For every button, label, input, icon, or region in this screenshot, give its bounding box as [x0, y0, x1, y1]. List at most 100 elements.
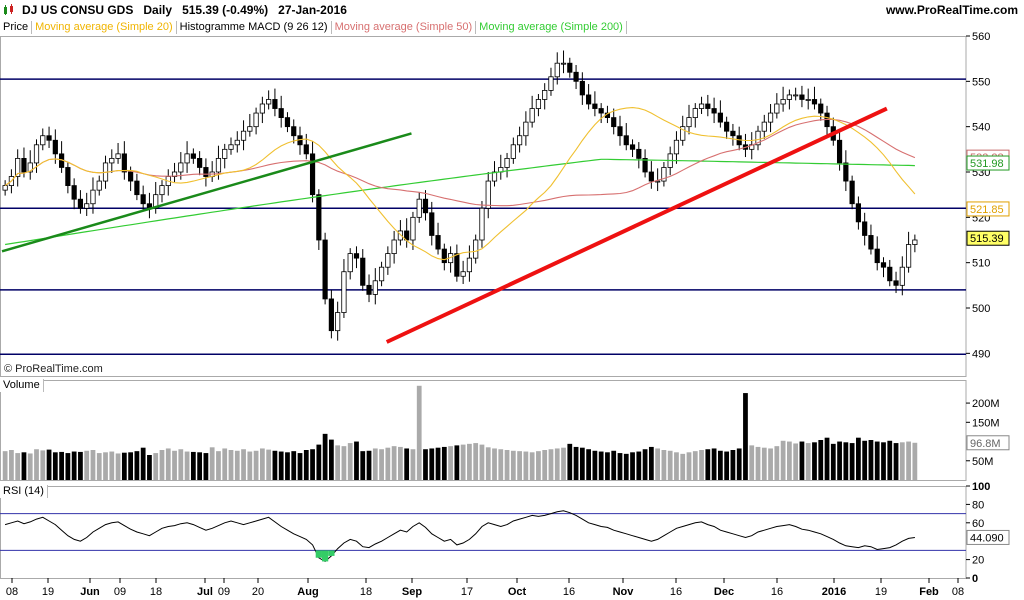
candle-body [592, 103, 598, 109]
volume-bar [912, 442, 918, 480]
legend-ma200[interactable]: Moving average (Simple 200) [476, 21, 627, 34]
volume-bar [542, 450, 548, 480]
x-tick-label: 2016 [822, 586, 846, 598]
volume-bar [711, 448, 717, 480]
volume-bar [454, 445, 460, 480]
candle-body [786, 94, 792, 100]
volume-bar [27, 453, 33, 480]
candle-body [159, 185, 165, 196]
candle-body [629, 144, 636, 150]
candle-body [711, 108, 717, 114]
ma200-line [5, 158, 915, 246]
volume-bar [159, 450, 165, 480]
volume-bar [642, 449, 648, 480]
candle-body [33, 144, 40, 164]
candle-body [780, 99, 786, 105]
volume-bar [347, 443, 353, 480]
volume-bar [134, 451, 140, 480]
candle-body [774, 103, 780, 114]
candle-body [134, 180, 140, 196]
candle-body [466, 257, 473, 273]
candle-body [234, 139, 240, 146]
volume-bar [147, 455, 152, 480]
candle-body [178, 162, 184, 173]
candle-body [517, 135, 523, 146]
volume-bar [9, 450, 14, 480]
candle-body [322, 239, 328, 300]
candle-body [2, 185, 8, 191]
candle-body [912, 239, 918, 245]
volume-bar [724, 451, 730, 480]
candle-body [767, 112, 774, 123]
candle-body [353, 253, 360, 259]
candle-body [385, 253, 391, 268]
rsi-tick-label: 0 [972, 573, 978, 585]
volume-bar [247, 451, 253, 480]
volume-bar [222, 448, 228, 480]
candle-body [222, 148, 228, 159]
candle-body [71, 185, 77, 200]
candle-body [316, 194, 322, 241]
volume-bar [467, 443, 472, 480]
candle-body [341, 271, 347, 313]
legend-macd[interactable]: Histogramme MACD (9 26 12) [177, 21, 332, 34]
volume-bar [655, 448, 661, 480]
volume-bar [799, 441, 805, 480]
price-tick-label: 560 [972, 31, 990, 43]
volume-bar [592, 450, 598, 480]
rsi-tick-label: 60 [972, 518, 984, 530]
rsi-line [4, 510, 915, 563]
volume-bar [2, 451, 8, 480]
candle-body [84, 203, 90, 209]
volume-bar [385, 447, 391, 480]
candle-body [642, 157, 648, 173]
candle-body [15, 157, 21, 177]
volume-bar [630, 452, 635, 480]
candle-body [391, 239, 397, 254]
volume-bar [21, 452, 27, 480]
candle-body [372, 280, 378, 295]
volume-bar [272, 450, 278, 480]
candle-body [899, 266, 905, 286]
candle-body [523, 121, 529, 137]
volume-bar [172, 450, 177, 480]
volume-bar [768, 448, 773, 480]
x-tick-label: 17 [461, 586, 473, 598]
candle-body [416, 198, 422, 218]
candle-body [836, 139, 843, 164]
rsi-tick-label: 80 [972, 499, 984, 511]
legend-ma50[interactable]: Moving average (Simple 50) [332, 21, 477, 34]
volume-bar [404, 448, 410, 480]
price-tick-label: 550 [972, 76, 990, 88]
x-tick-label: 16 [563, 586, 575, 598]
volume-bar [899, 442, 905, 480]
volume-bar [228, 450, 234, 480]
legend-price[interactable]: Price [0, 21, 33, 34]
volume-bar [786, 441, 792, 480]
volume-bar [579, 447, 585, 480]
candle-body [730, 130, 736, 137]
candle-body [240, 130, 247, 141]
candle-body [793, 94, 799, 97]
candle-body [893, 280, 899, 286]
legend-ma20[interactable]: Moving average (Simple 20) [32, 21, 177, 34]
candle-body [598, 108, 604, 114]
site-link[interactable]: www.ProRealTime.com [885, 3, 1018, 17]
candle-body [328, 298, 334, 332]
candle-body [504, 157, 510, 168]
candle-body [510, 144, 516, 159]
candle-body [724, 121, 730, 132]
rsi-panel-title: RSI (14) [0, 485, 48, 498]
candle-body [680, 126, 686, 141]
price-tick-label: 500 [972, 303, 990, 315]
price-tick-label: 490 [972, 348, 990, 360]
volume-bar [598, 451, 604, 480]
candle-body [291, 126, 297, 137]
candle-body [611, 117, 617, 128]
volume-bar [209, 447, 215, 480]
symbol-label: DJ US CONSU GDS [22, 3, 134, 17]
volume-bar [253, 450, 259, 480]
x-tick-label: Oct [508, 586, 527, 598]
price-tag: 521.85 [970, 204, 1004, 216]
